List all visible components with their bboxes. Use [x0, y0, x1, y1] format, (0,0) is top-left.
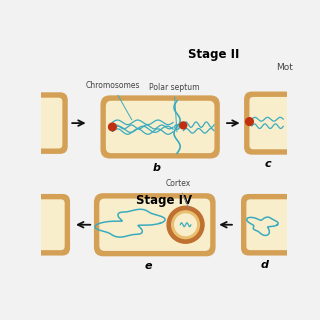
Text: Chromosomes: Chromosomes [85, 81, 140, 120]
FancyBboxPatch shape [35, 98, 62, 148]
Text: d: d [260, 260, 268, 270]
Circle shape [108, 123, 116, 131]
FancyBboxPatch shape [99, 198, 210, 251]
Text: Polar septum: Polar septum [149, 83, 199, 132]
FancyBboxPatch shape [100, 95, 220, 158]
FancyBboxPatch shape [30, 194, 70, 256]
Text: b: b [152, 163, 160, 173]
FancyBboxPatch shape [36, 199, 65, 250]
Text: c: c [265, 159, 271, 169]
FancyBboxPatch shape [246, 199, 291, 250]
Circle shape [167, 206, 204, 243]
FancyBboxPatch shape [94, 193, 216, 256]
Text: e: e [145, 261, 152, 271]
FancyBboxPatch shape [241, 194, 296, 256]
FancyBboxPatch shape [106, 101, 214, 153]
Text: Stage IV: Stage IV [136, 194, 192, 207]
Circle shape [172, 211, 199, 239]
Circle shape [175, 214, 196, 236]
Text: Cortex: Cortex [165, 179, 190, 208]
FancyBboxPatch shape [244, 92, 300, 155]
Circle shape [246, 118, 253, 125]
Text: Mot: Mot [276, 63, 292, 72]
Text: Stage II: Stage II [188, 48, 240, 60]
FancyBboxPatch shape [29, 92, 68, 154]
Circle shape [180, 122, 187, 129]
FancyBboxPatch shape [250, 97, 294, 149]
